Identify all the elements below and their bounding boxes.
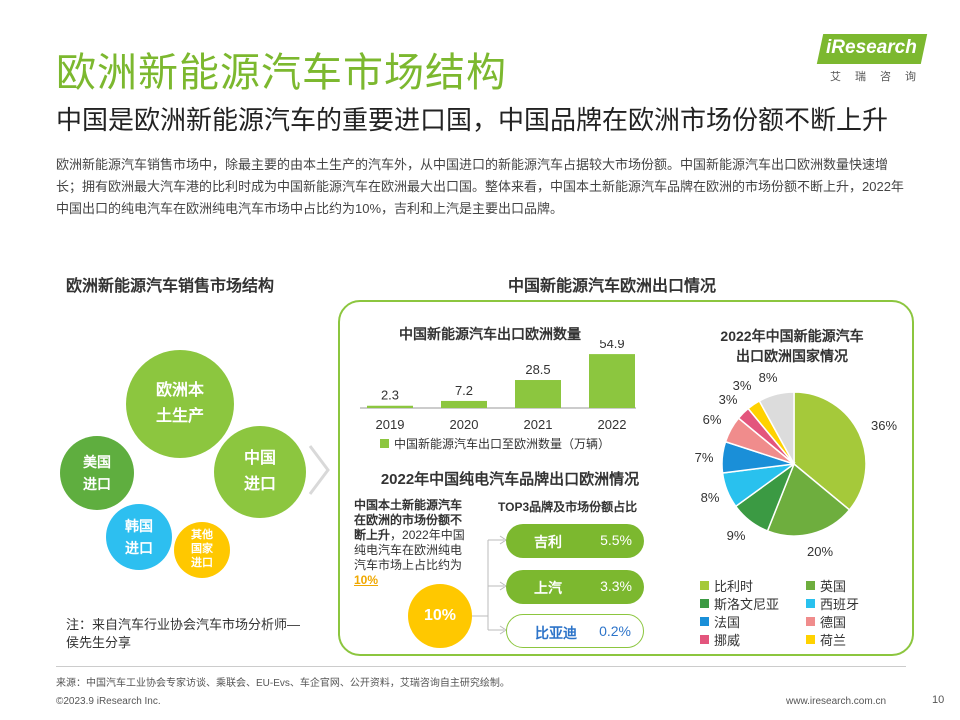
legend-item: 英国 [806, 576, 846, 595]
bar-chart-title: 中国新能源汽车出口欧洲数量 [399, 326, 581, 342]
bubble-korea: 韩国 进口 [106, 504, 172, 570]
legend-swatch [380, 439, 389, 448]
legend-swatch [700, 599, 709, 608]
market-bubbles: 欧洲本 土生产 中国 进口 美国 进口 韩国 进口 其他 国家 进口 [60, 340, 320, 590]
legend-label: 西班牙 [820, 597, 860, 612]
bar-value-label: 2.3 [381, 388, 399, 403]
source-note: 来源：中国汽车工业协会专家访谈、乘联会、EU-Evs、车企官网、公开资料，艾瑞咨… [56, 678, 510, 689]
bubble-other: 其他 国家 进口 [174, 522, 230, 578]
page-description: 欧洲新能源汽车销售市场中，除最主要的由本土生产的汽车外，从中国进口的新能源汽车占… [56, 157, 904, 216]
bubble-usa: 美国 进口 [60, 436, 134, 510]
left-section-title: 欧洲新能源汽车销售市场结构 [66, 278, 275, 295]
legend-label: 比利时 [714, 579, 754, 594]
legend-label: 挪威 [714, 633, 741, 648]
legend-label: 德国 [820, 615, 847, 630]
pie-value-label: 3% [719, 392, 738, 407]
pie-slice [758, 391, 795, 465]
export-bar-chart: 2.3 2019 7.2 2020 28.5 2021 54.9 2022 中国新能源汽车出口至… [360, 340, 636, 451]
pie-chart-title: 2022年中国新能源汽车 出口欧洲国家情况 [720, 328, 864, 364]
brand-description: 中国本土新能源汽车 在欧洲的市场份额不 断上升，2022年中国 纯电汽车在欧洲纯… [354, 498, 465, 587]
pie-value-label: 8% [759, 370, 778, 385]
pie-legend: 比利时 英国斯洛文尼亚 西班牙法国 德国挪威 荷兰 [700, 576, 900, 648]
legend-swatch [806, 635, 815, 644]
export-pie-chart: 36% 20% 9% 8% 7% 6% 3%3% 8% [695, 370, 898, 559]
legend-item: 斯洛文尼亚 [700, 594, 779, 613]
bar-value-label: 54.9 [599, 340, 624, 351]
brand-pill-geely: 吉利 5.5% [506, 524, 644, 558]
pie-value-label: 9% [727, 528, 746, 543]
bar [589, 354, 635, 408]
pie-value-label: 7% [695, 450, 714, 465]
bar [367, 405, 413, 408]
brand-pill-byd: 比亚迪 0.2% [506, 614, 644, 648]
legend-item: 法国 [700, 612, 740, 631]
export-panel [338, 300, 914, 656]
legend-swatch [700, 635, 709, 644]
bar-value-label: 7.2 [455, 383, 473, 398]
note: 注：来自汽车行业协会汽车市场分析师— 侯先生分享 [66, 617, 301, 650]
page-number: 10 [932, 694, 945, 706]
bubble-china: 中国 进口 [214, 426, 306, 518]
pie-value-label: 36% [871, 418, 897, 433]
pie-slice [766, 462, 851, 537]
x-tick-label: 2020 [450, 417, 479, 432]
legend-label: 法国 [714, 615, 741, 630]
pie-value-label: 3% [733, 378, 752, 393]
pie-slice [793, 391, 867, 511]
pie-value-label: 20% [807, 544, 833, 559]
chevron-right-icon [308, 445, 330, 495]
legend-swatch [806, 617, 815, 626]
site-url: www.iresearch.com.cn [786, 696, 887, 707]
top3-title: TOP3品牌及市场份额占比 [498, 500, 638, 514]
right-section-title: 中国新能源汽车欧洲出口情况 [508, 278, 717, 295]
legend-swatch [700, 617, 709, 626]
legend-swatch [806, 581, 815, 590]
legend-swatch [700, 581, 709, 590]
page-title: 欧洲新能源汽车市场结构 [56, 51, 507, 95]
legend-item: 德国 [806, 612, 846, 631]
logo-subtitle: 艾瑞咨询 [830, 71, 930, 83]
bar [441, 400, 487, 408]
pie-value-label: 8% [701, 490, 720, 505]
legend-label: 英国 [820, 579, 847, 594]
bar-value-label: 28.5 [525, 362, 550, 377]
x-tick-label: 2019 [376, 417, 405, 432]
legend-item: 西班牙 [806, 594, 859, 613]
page-subtitle: 中国是欧洲新能源汽车的重要进口国，中国品牌在欧洲市场份额不断上升 [56, 105, 889, 135]
copyright: ©2023.9 iResearch Inc. [56, 696, 161, 707]
legend-item: 比利时 [700, 576, 753, 595]
brand-section-title: 2022年中国纯电汽车品牌出口欧洲情况 [380, 471, 640, 488]
legend-label: 荷兰 [820, 633, 847, 648]
x-tick-label: 2022 [598, 417, 627, 432]
legend-swatch [806, 599, 815, 608]
pie-value-label: 6% [703, 412, 722, 427]
legend-item: 荷兰 [806, 630, 846, 649]
legend-item: 挪威 [700, 630, 740, 649]
brand-pill-saic: 上汽 3.3% [506, 570, 644, 604]
share-circle: 10% [408, 584, 472, 648]
logo-brand: iResearch [826, 37, 917, 58]
iresearch-logo: iResearch 艾瑞咨询 [816, 34, 930, 86]
bubble-europe: 欧洲本 土生产 [126, 350, 234, 458]
legend-label: 斯洛文尼亚 [714, 597, 780, 612]
footer-divider [56, 666, 906, 667]
bar [515, 380, 561, 408]
connector-lines [472, 535, 507, 635]
x-tick-label: 2021 [524, 417, 553, 432]
legend-label: 中国新能源汽车出口至欧洲数量（万辆） [394, 436, 610, 451]
